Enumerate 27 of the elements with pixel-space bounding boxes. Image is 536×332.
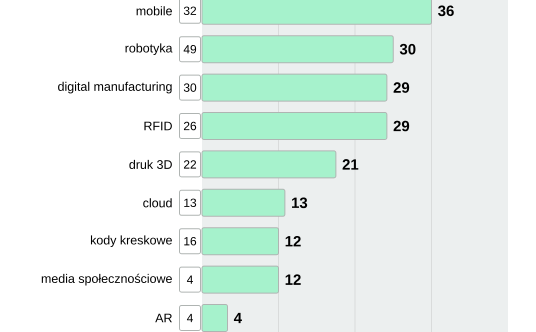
annotation: 32 xyxy=(184,6,196,16)
annotation: 49 xyxy=(184,44,196,54)
data-label: 36 xyxy=(438,6,454,16)
data-label: 12 xyxy=(286,236,301,246)
y-tick-label: mobile xyxy=(136,6,172,16)
annotation: 26 xyxy=(184,122,196,130)
data-label: 13 xyxy=(292,198,308,208)
annotation: 4 xyxy=(186,314,193,322)
data-label: 29 xyxy=(394,120,410,132)
y-tick-label: AR xyxy=(155,314,172,322)
y-tick-label: RFID xyxy=(144,122,172,130)
y-tick-label: media społecznościowe xyxy=(42,274,172,286)
annotation: 30 xyxy=(184,83,196,92)
y-tick-label: cloud xyxy=(143,198,172,208)
y-tick-label: robotyka xyxy=(126,43,172,55)
annotation: 13 xyxy=(184,198,196,208)
annotation: 16 xyxy=(184,236,196,246)
data-label: 21 xyxy=(342,159,358,170)
y-tick-label: kody kreskowe xyxy=(90,235,172,247)
annotation: 22 xyxy=(184,160,196,169)
data-label: 12 xyxy=(286,274,301,285)
annotation: 4 xyxy=(186,276,193,284)
data-label: 30 xyxy=(400,44,416,55)
data-label: 29 xyxy=(394,82,410,93)
y-tick-label: digital manufacturing xyxy=(58,82,172,94)
data-label: 4 xyxy=(234,312,242,324)
y-tick-label: druk 3D xyxy=(129,160,172,169)
